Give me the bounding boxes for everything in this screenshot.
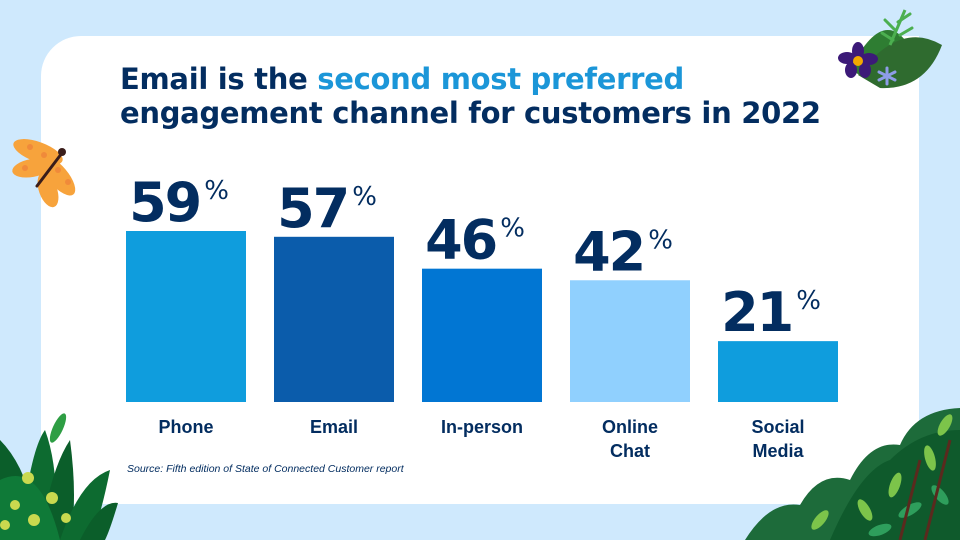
value-label: 57%: [277, 177, 376, 240]
bar-email: [274, 236, 394, 402]
category-label: Chat: [610, 441, 650, 461]
category-label: Email: [310, 417, 358, 437]
bar-social-media: [718, 341, 838, 402]
category-label: Social: [751, 417, 804, 437]
chart-title: Email is the second most preferred engag…: [120, 62, 821, 130]
category-label: Online: [602, 417, 658, 437]
bar-phone: [126, 231, 246, 402]
category-label: In-person: [441, 417, 523, 437]
value-label: 21%: [721, 281, 820, 344]
value-label: 46%: [425, 209, 524, 272]
value-label: 59%: [129, 171, 228, 234]
bar-in-person: [422, 268, 542, 402]
title-highlight: second most preferred: [317, 62, 684, 96]
bar-online-chat: [570, 280, 690, 402]
category-label: Media: [752, 441, 804, 461]
title-part-2: engagement channel for customers in 2022: [120, 96, 821, 130]
value-label: 42%: [573, 220, 672, 283]
title-part-1: Email is the: [120, 62, 318, 96]
category-label: Phone: [158, 417, 213, 437]
source-note: Source: Fifth edition of State of Connec…: [127, 463, 404, 475]
